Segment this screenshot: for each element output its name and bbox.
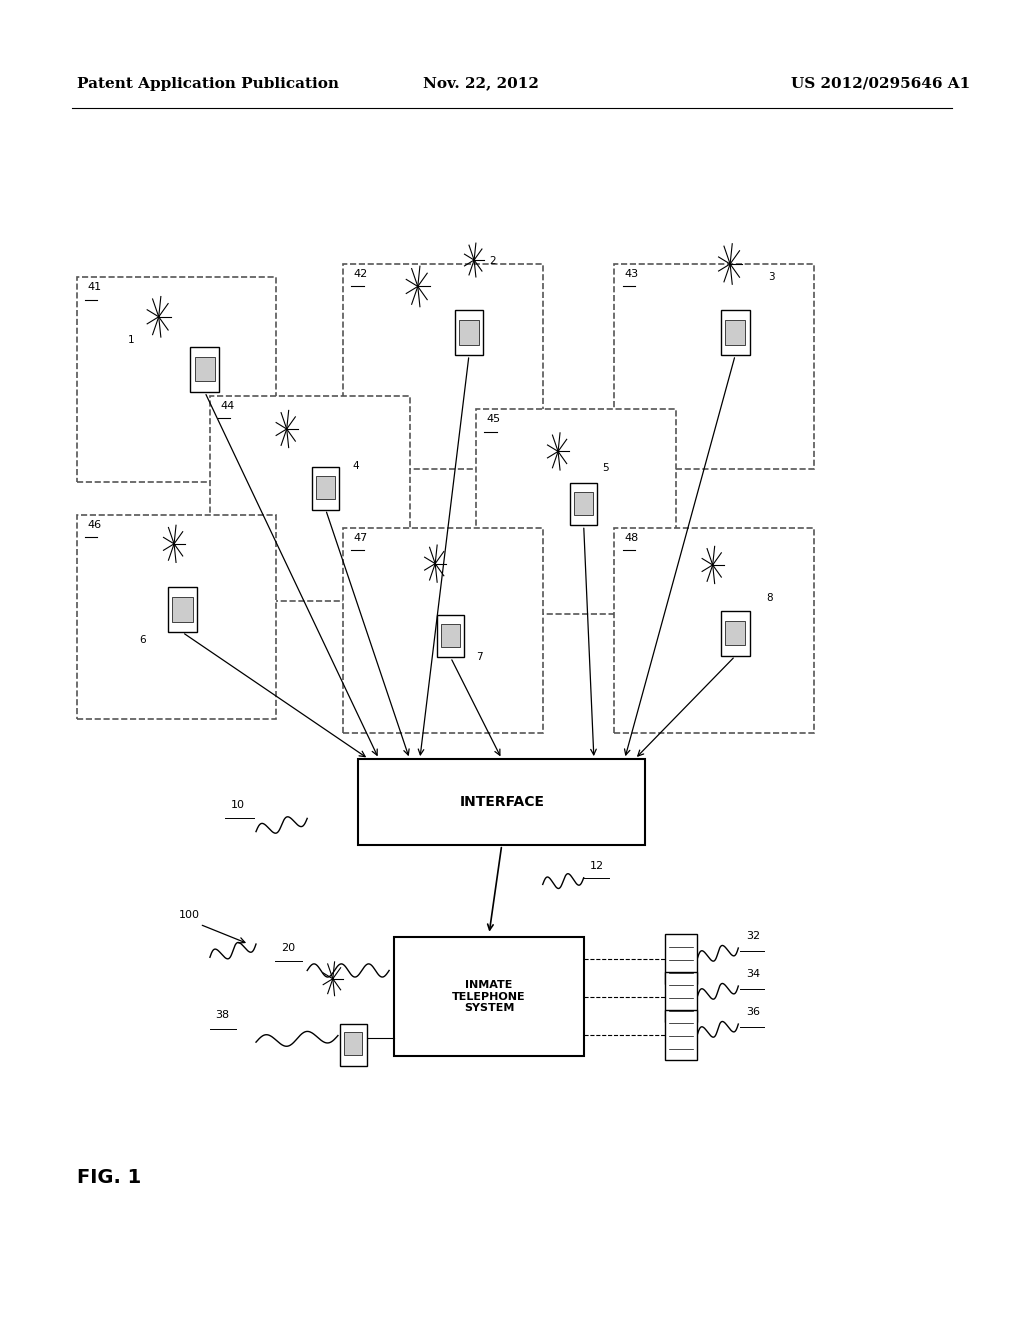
Bar bbox=[437, 615, 464, 657]
Bar bbox=[77, 515, 276, 719]
Text: 42: 42 bbox=[353, 269, 368, 280]
Bar bbox=[570, 483, 597, 525]
Text: US 2012/0295646 A1: US 2012/0295646 A1 bbox=[791, 77, 971, 91]
Text: 45: 45 bbox=[486, 414, 501, 425]
Text: 12: 12 bbox=[590, 861, 604, 871]
Text: 2: 2 bbox=[489, 256, 496, 267]
Bar bbox=[190, 347, 219, 392]
Bar bbox=[343, 528, 543, 733]
Text: 36: 36 bbox=[746, 1007, 761, 1016]
Bar bbox=[721, 310, 750, 355]
Text: Patent Application Publication: Patent Application Publication bbox=[77, 77, 339, 91]
Text: 46: 46 bbox=[87, 520, 101, 531]
Bar bbox=[441, 623, 460, 647]
Bar bbox=[340, 1024, 367, 1067]
Bar bbox=[344, 1032, 362, 1056]
Text: 38: 38 bbox=[215, 1010, 229, 1020]
Bar bbox=[665, 972, 697, 1022]
Text: 7: 7 bbox=[476, 652, 482, 663]
Bar bbox=[343, 264, 543, 469]
Text: 4: 4 bbox=[352, 461, 358, 471]
Bar bbox=[614, 264, 814, 469]
Text: 8: 8 bbox=[766, 593, 772, 603]
Text: 41: 41 bbox=[87, 282, 101, 293]
Bar bbox=[316, 475, 335, 499]
Bar bbox=[455, 310, 483, 355]
Text: 3: 3 bbox=[768, 272, 774, 282]
Bar bbox=[721, 611, 750, 656]
Bar bbox=[614, 528, 814, 733]
Bar bbox=[168, 587, 197, 632]
Text: 47: 47 bbox=[353, 533, 368, 544]
Bar bbox=[725, 319, 745, 345]
Text: 34: 34 bbox=[746, 969, 761, 979]
Text: 100: 100 bbox=[179, 909, 201, 920]
Text: FIG. 1: FIG. 1 bbox=[77, 1168, 141, 1187]
Bar bbox=[394, 937, 584, 1056]
Bar bbox=[476, 409, 676, 614]
Text: 48: 48 bbox=[625, 533, 639, 544]
Bar bbox=[725, 620, 745, 645]
Text: 44: 44 bbox=[220, 401, 234, 412]
Bar bbox=[459, 319, 479, 345]
Text: 43: 43 bbox=[625, 269, 639, 280]
Text: 5: 5 bbox=[602, 463, 608, 474]
Text: INMATE
TELEPHONE
SYSTEM: INMATE TELEPHONE SYSTEM bbox=[453, 979, 525, 1014]
Text: INTERFACE: INTERFACE bbox=[459, 795, 545, 809]
Bar bbox=[210, 396, 410, 601]
Bar bbox=[665, 1010, 697, 1060]
Text: 10: 10 bbox=[230, 800, 245, 810]
Bar bbox=[77, 277, 276, 482]
Text: 6: 6 bbox=[139, 635, 145, 645]
Text: 32: 32 bbox=[746, 931, 761, 941]
Bar bbox=[195, 356, 215, 381]
Text: 1: 1 bbox=[128, 335, 134, 346]
Bar bbox=[665, 933, 697, 983]
Text: Nov. 22, 2012: Nov. 22, 2012 bbox=[423, 77, 540, 91]
Text: 20: 20 bbox=[282, 942, 296, 953]
Bar bbox=[172, 597, 193, 622]
Bar bbox=[574, 491, 593, 515]
Bar bbox=[358, 759, 645, 845]
Bar bbox=[312, 467, 339, 510]
